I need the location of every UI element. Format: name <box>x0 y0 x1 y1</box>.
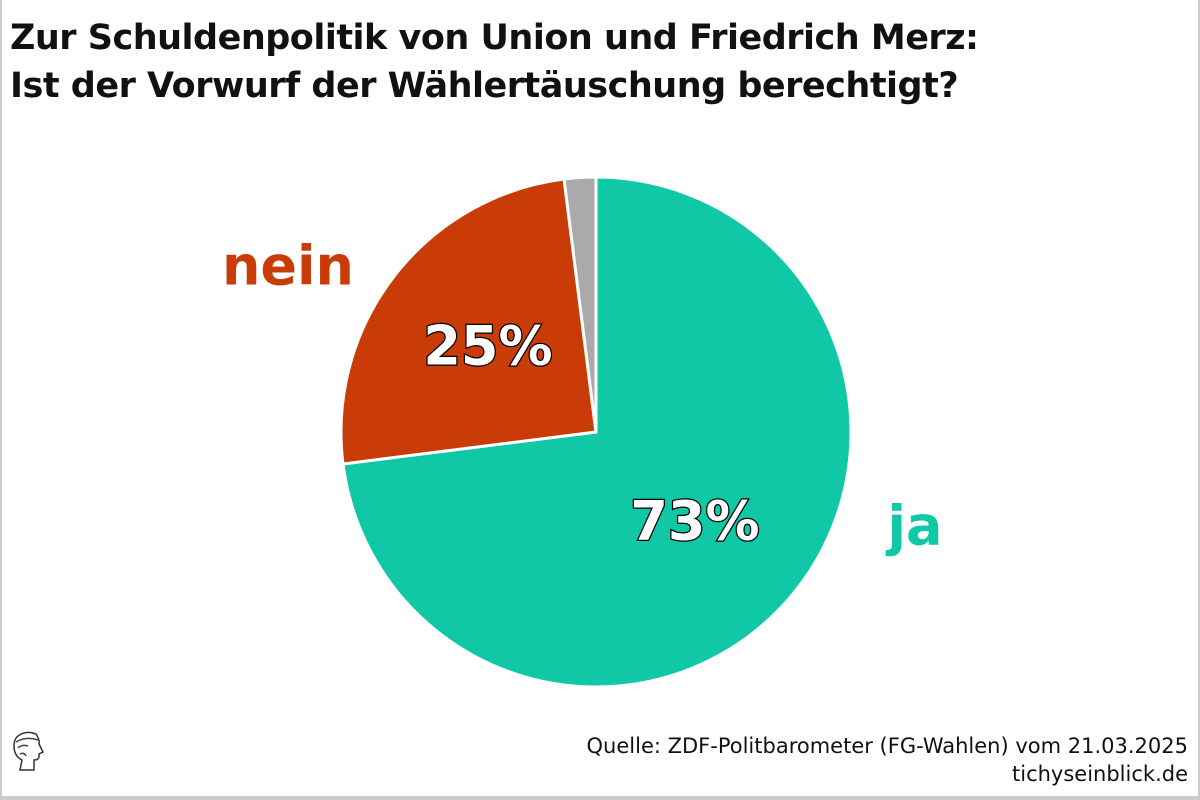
title-line-1: Zur Schuldenpolitik von Union und Friedr… <box>10 18 979 58</box>
site-link[interactable]: tichyseinblick.de <box>1012 762 1188 786</box>
category-label-nein: nein <box>222 235 354 298</box>
value-label-nein: 25% <box>423 315 552 378</box>
title-line-2: Ist der Vorwurf der Wählertäuschung bere… <box>10 66 959 106</box>
hermes-head-logo <box>10 730 46 776</box>
value-label-ja: 73% <box>630 490 759 553</box>
chart-title: Zur Schuldenpolitik von Union und Friedr… <box>10 14 979 110</box>
category-label-ja: ja <box>886 495 943 558</box>
pie-slice-other <box>562 175 598 434</box>
pie-slice-nein <box>339 177 598 466</box>
source-text: Quelle: ZDF-Politbarometer (FG-Wahlen) v… <box>586 734 1188 758</box>
